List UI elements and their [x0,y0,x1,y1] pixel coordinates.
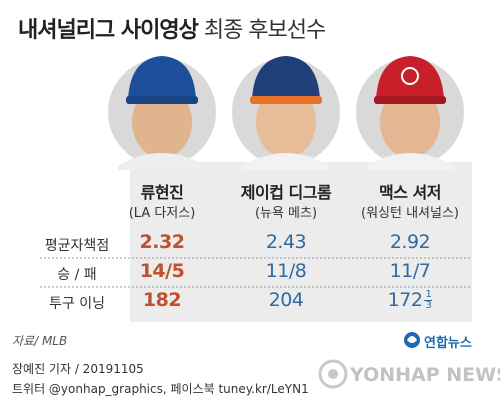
watermark: YONHAP NEWS [350,364,500,386]
title-bold: 내셔널리그 사이영상 [18,18,199,43]
cell-value: 2.43 [265,231,307,253]
fraction-denominator: 3 [425,300,432,311]
cell: 14/5 [97,260,227,282]
cell-value: 172 [387,289,423,311]
logo: 연합뉴스 [424,336,472,351]
cell-value: 2.32 [139,231,185,253]
cell-value: 182 [142,289,182,311]
cell: 2.92 [345,231,475,253]
title: 내셔널리그 사이영상 최종 후보선수 [18,12,326,44]
watermark-icon [318,359,348,389]
cell-value: 204 [268,289,304,311]
player-name: 맥스 셔저 [379,183,441,202]
portrait [232,56,340,170]
player-name: 류현진 [140,183,184,202]
row-label: 평균자책점 [44,238,110,254]
player-team: (워싱턴 내셔널스) [361,206,459,221]
player-team: (LA 다저스) [128,206,196,221]
table-panel [130,162,472,322]
cell-value: 11/7 [389,260,431,282]
title-light: 최종 후보선수 [203,18,326,43]
row-label: 투구 이닝 [49,296,105,312]
cell: 182 [97,289,227,311]
player-team: (뉴욕 메츠) [254,206,318,221]
source: 자료/ MLB [12,334,68,348]
cell: 204 [221,289,351,311]
fraction-numerator: 1 [424,289,433,301]
cell: 11/7 [345,260,475,282]
social: 트위터 @yonhap_graphics, 페이스북 tuney.kr/LeYN… [12,382,309,396]
cell-value: 2.92 [389,231,431,253]
player-name: 제이컵 디그롬 [240,183,332,202]
portrait [108,56,216,170]
cell: 11/8 [221,260,351,282]
cell-value: 14/5 [139,260,185,282]
byline: 장예진 기자 / 20191105 [12,362,144,376]
logo-icon [404,332,420,348]
cell-value: 11/8 [265,260,307,282]
cell: 2.43 [221,231,351,253]
row-label: 승 / 패 [57,267,97,283]
portrait [356,56,464,170]
cell: 2.32 [97,231,227,253]
cell: 172 1 3 [345,289,475,311]
